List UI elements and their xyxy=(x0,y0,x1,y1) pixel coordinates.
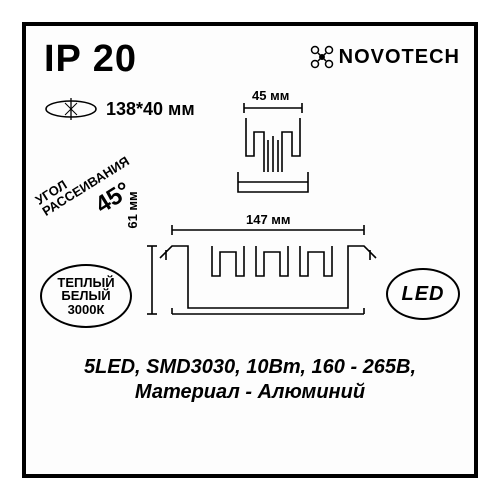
color-temp-line2: БЕЛЫЙ xyxy=(61,289,110,303)
brand-icon xyxy=(307,42,337,72)
color-temp-line1: ТЕПЛЫЙ xyxy=(57,276,114,290)
spec-line-2: Материал - Алюминий xyxy=(26,381,474,404)
spec-line-1: 5LED, SMD3030, 10Вт, 160 - 265В, xyxy=(26,356,474,379)
diagram-side-view: 147 мм 61 мм xyxy=(142,216,394,326)
brand-name: NOVOTECH xyxy=(339,46,460,69)
brand-logo: NOVOTECH xyxy=(307,42,460,72)
color-temp-value: 3000К xyxy=(68,303,105,317)
spec-text: 5LED, SMD3030, 10Вт, 160 - 265В, Материа… xyxy=(26,354,474,406)
dim-top-width: 45 мм xyxy=(252,88,289,103)
cutout-dimension: 138*40 мм xyxy=(44,98,195,120)
spec-frame: IP 20 NOVOTECH xyxy=(22,22,478,478)
led-badge-text: LED xyxy=(402,283,445,306)
dim-side-width: 147 мм xyxy=(246,212,291,227)
cutout-hole-icon xyxy=(44,98,98,120)
color-temp-badge: ТЕПЛЫЙ БЕЛЫЙ 3000К xyxy=(40,264,132,328)
ip-rating: IP 20 xyxy=(44,38,137,81)
led-badge: LED xyxy=(386,268,460,320)
diagram-top-view: 45 мм xyxy=(198,92,348,202)
cutout-value: 138*40 мм xyxy=(106,99,195,120)
dim-side-height: 61 мм xyxy=(125,191,140,228)
